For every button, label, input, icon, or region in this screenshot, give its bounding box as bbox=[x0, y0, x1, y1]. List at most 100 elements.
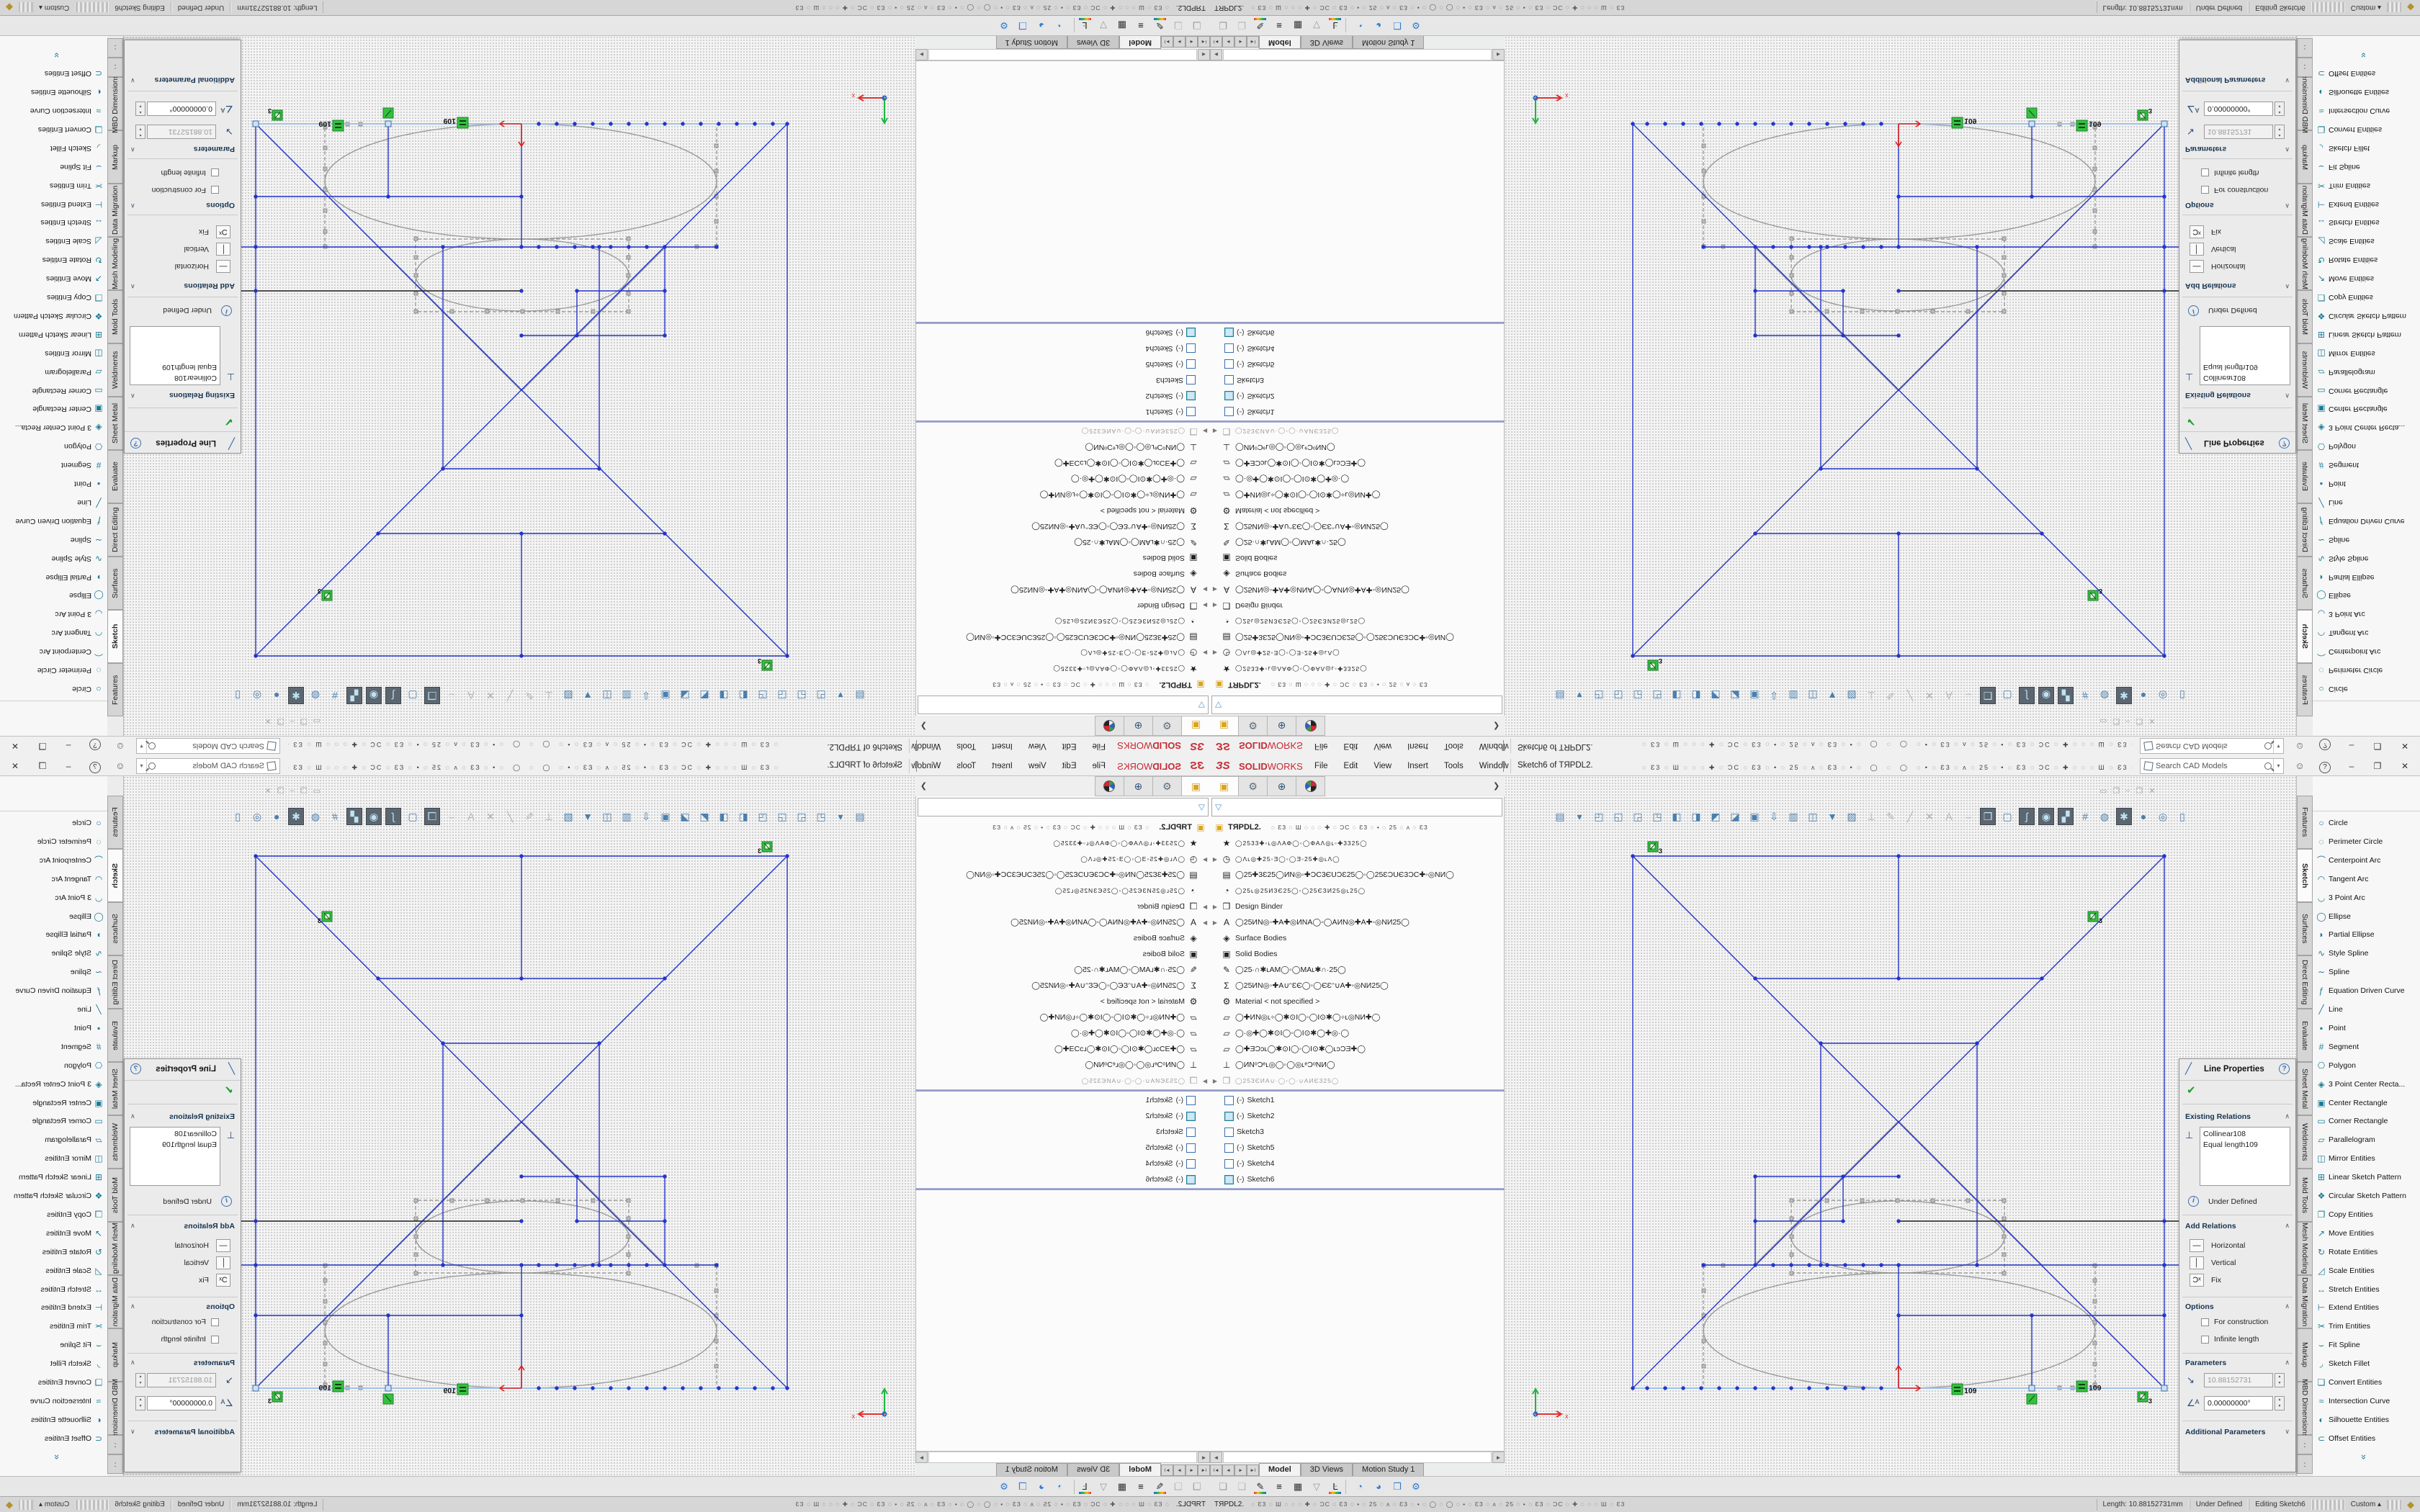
sketch-tool-scale-entities[interactable]: ◿ Scale Entities bbox=[2314, 1261, 2419, 1280]
tab-featuremanager[interactable]: ▣ bbox=[1181, 776, 1210, 796]
tab-propertymanager[interactable]: ⚙ bbox=[1152, 776, 1181, 796]
graphics-area[interactable]: ▭ ❐ – ❐ ✕ ▤ ▾ ◰ ◱ ◲ ◳ ◧ ◨ ◩ ◪ ▣ ⇩ ▥ ◫ ▼ ▨ ⊥ ✎ ╱ ✕ A ⌣ ❒ ▢ ∫ ◉ ▞ # ◍ ✱… bbox=[1505, 776, 2296, 1485]
bottom-toolbar-icon[interactable]: ⚙ bbox=[1000, 1481, 1008, 1492]
tree-item[interactable]: ▶ ❒ Design Binder bbox=[915, 598, 1210, 613]
bottom-toolbar-icon[interactable]: ▦ bbox=[1117, 1481, 1127, 1492]
sketch-tool-segment[interactable]: # Segment bbox=[2314, 1038, 2419, 1056]
close-button[interactable]: ✕ bbox=[2401, 741, 2409, 751]
tag-icon[interactable]: ◆ bbox=[2407, 1498, 2414, 1510]
equal-relation-tag[interactable]: 109 bbox=[443, 117, 469, 129]
view-toolbar-icon[interactable]: ◨ bbox=[1691, 810, 1701, 822]
scroll-track[interactable] bbox=[1223, 49, 1492, 60]
child-close-icon[interactable]: ✕ bbox=[2148, 787, 2156, 796]
command-tab--[interactable]: : bbox=[107, 38, 123, 58]
command-tab-markup[interactable]: Markup bbox=[2297, 1328, 2313, 1382]
sketch-tool-spline[interactable]: ∼ Spline bbox=[1, 963, 106, 981]
selected-endpoint-handles[interactable] bbox=[2028, 120, 2168, 127]
sketch-tool-copy-entities[interactable]: ❐ Copy Entities bbox=[2314, 288, 2419, 307]
command-tab-evaluate[interactable]: Evaluate bbox=[107, 1009, 123, 1062]
existing-relations-header[interactable]: Existing Relations bbox=[2185, 1112, 2251, 1121]
equal-relation-tag[interactable]: 109 bbox=[1951, 117, 1977, 129]
relation-badge-plain[interactable] bbox=[2026, 1393, 2038, 1405]
sketch-tool-offset-entities[interactable]: ⊂ Offset Entities bbox=[2314, 1429, 2419, 1448]
tree-item-sketch[interactable]: (-) Sketch5 bbox=[915, 1140, 1210, 1156]
view-toolbar-icon[interactable]: ◳ bbox=[1652, 810, 1662, 822]
command-tab-mesh-modeling[interactable]: Mesh Modeling bbox=[2297, 237, 2313, 290]
relation-item[interactable]: Equal length109 bbox=[162, 363, 217, 372]
command-tab-features[interactable]: Features bbox=[107, 663, 123, 716]
sketch-tool-partial-ellipse[interactable]: ◗ Partial Ellipse bbox=[1, 568, 106, 587]
angle-spinner[interactable]: ▲ ▼ bbox=[2275, 102, 2285, 116]
horizontal-relation-button[interactable]: — bbox=[2190, 260, 2204, 273]
command-tab-evaluate[interactable]: Evaluate bbox=[107, 450, 123, 503]
relation-item[interactable]: Collinear108 bbox=[2203, 1130, 2246, 1138]
command-tab-data-migration[interactable]: Data Migration bbox=[107, 184, 123, 237]
command-tab-weldments[interactable]: Weldments bbox=[107, 1115, 123, 1169]
help-icon[interactable]: ? bbox=[2316, 756, 2334, 776]
tree-item[interactable]: ▱ ◯✚ƎƆɔʟ◯✱⊙I◯◦◯I⊙✱◯ʟɔƆƎ✚◯ bbox=[1210, 1041, 1505, 1057]
vertical-relation-button[interactable]: │ bbox=[2190, 243, 2204, 256]
menu-view[interactable]: View bbox=[1028, 742, 1047, 750]
relations-list[interactable]: Collinear108 Equal length109 bbox=[2200, 326, 2290, 385]
relation-badge[interactable]: 3 bbox=[2087, 588, 2102, 601]
bottom-toolbar-icon[interactable]: ✎ bbox=[1252, 17, 1269, 33]
tree-item[interactable]: Σ ◯25ИN◎◦✚Α∪ᵔƐЄ◯◦◯ЄƐᵔ∪Α✚◦◎NИ25◯ bbox=[1210, 978, 1505, 994]
unit-system-dropdown[interactable]: Custom ▴ bbox=[39, 4, 70, 12]
bottom-toolbar-icon[interactable]: ⚙ bbox=[1412, 1481, 1420, 1492]
sketch-tool-corner-rectangle[interactable]: ▭ Corner Rectangle bbox=[1, 1112, 106, 1130]
menu-view[interactable]: View bbox=[1028, 762, 1047, 770]
bottom-toolbar-icon[interactable]: ❏ bbox=[1237, 1481, 1246, 1492]
sketch-tool-move-entities[interactable]: ↗ Move Entities bbox=[2314, 269, 2419, 288]
tree-item[interactable]: ▶ A ◯25ИN◎◦✚A✚◎ИNΑ◯◦◯ΑИN◎✚A✚◦◎NИ25◯ bbox=[915, 582, 1210, 598]
bottom-toolbar-icon[interactable]: Ŀ bbox=[1076, 17, 1093, 33]
pane-expand-icon[interactable]: ❯ bbox=[1493, 721, 1500, 730]
command-tab-markup[interactable]: Markup bbox=[2297, 130, 2313, 184]
bottom-toolbar-icon[interactable]: Ŀ bbox=[1076, 1479, 1093, 1495]
length-field[interactable]: 10.88152731 bbox=[147, 125, 216, 139]
selected-endpoint-handles[interactable] bbox=[252, 120, 392, 127]
tree-item[interactable]: ▶ ❒ Design Binder bbox=[915, 899, 1210, 914]
view-toolbar-icon[interactable]: ◧ bbox=[1672, 810, 1682, 822]
nav-next-icon[interactable]: ► bbox=[1234, 36, 1247, 48]
tree-item-sketch[interactable]: (-) Sketch2 bbox=[1210, 388, 1505, 404]
sketch-points[interactable] bbox=[1631, 122, 2166, 658]
tree-item[interactable]: ▶ ❒ ◯253ЄИΑ∪·◯◦◯·∪ΑИЄ325◯ bbox=[915, 423, 1210, 439]
command-tab-sketch[interactable]: Sketch bbox=[2297, 610, 2313, 663]
close-button[interactable]: ✕ bbox=[2401, 761, 2409, 771]
sketch-tool-linear-sketch-pattern[interactable]: ⊞ Linear Sketch Pattern bbox=[2314, 1168, 2419, 1187]
for-construction-checkbox[interactable] bbox=[211, 186, 219, 194]
help-icon[interactable]: ? bbox=[86, 736, 104, 756]
sketch-tool-circular-sketch-pattern[interactable]: ❖ Circular Sketch Pattern bbox=[2314, 307, 2419, 325]
bottom-toolbar-icon[interactable]: ❏ bbox=[1237, 20, 1246, 31]
search-box[interactable]: Search CAD Models ▾ bbox=[136, 758, 280, 774]
tree-item-sketch[interactable]: (-) Sketch5 bbox=[1210, 1140, 1505, 1156]
scroll-right-icon[interactable]: ► bbox=[915, 49, 928, 60]
ok-check-icon[interactable]: ✔ bbox=[224, 415, 233, 428]
sketch-tool-move-entities[interactable]: ↗ Move Entities bbox=[1, 1224, 106, 1243]
sketch-tool-scale-entities[interactable]: ◿ Scale Entities bbox=[1, 1261, 106, 1280]
search-box[interactable]: Search CAD Models ▾ bbox=[136, 738, 280, 754]
sketch-points[interactable] bbox=[254, 854, 789, 1390]
command-tab-sketch[interactable]: Sketch bbox=[107, 610, 123, 663]
bottom-toolbar-icon[interactable]: ▽ bbox=[1100, 1481, 1107, 1492]
child-restore-icon[interactable]: ❐ bbox=[2136, 787, 2143, 796]
parameters-header[interactable]: Parameters bbox=[193, 1359, 235, 1367]
equal-relation-tag[interactable]: 109 bbox=[1951, 1383, 1977, 1395]
view-toolbar-icon[interactable]: ● bbox=[2140, 811, 2147, 822]
bottom-toolbar-icon[interactable]: ▦ bbox=[1293, 1481, 1303, 1492]
tree-item[interactable]: ▶ A ◯25ИN◎◦✚A✚◎ИNΑ◯◦◯ΑИN◎✚A✚◦◎NИ25◯ bbox=[1210, 582, 1505, 598]
nav-last-icon[interactable]: ►I bbox=[1161, 36, 1173, 48]
nav-next-icon[interactable]: ► bbox=[1173, 1464, 1186, 1476]
bottom-toolbar-icon[interactable]: ◕ bbox=[1039, 1481, 1044, 1492]
unit-system-dropdown[interactable]: Custom ▴ bbox=[39, 1500, 70, 1508]
menu-tools[interactable]: Tools bbox=[1443, 742, 1464, 750]
toolbar-more-icon[interactable]: « bbox=[2357, 1454, 2369, 1460]
view-toolbar-icon[interactable]: ⊥ bbox=[1866, 810, 1876, 822]
tab-configurationmanager[interactable]: ⊕ bbox=[1268, 716, 1296, 736]
selected-endpoint-handles[interactable] bbox=[252, 1385, 392, 1392]
tree-item[interactable]: ◈ Surface Bodies bbox=[915, 930, 1210, 946]
sketch-tool-intersection-curve[interactable]: ≈ Intersection Curve bbox=[1, 102, 106, 120]
sketch-tool-3-point-center-recta-[interactable]: ◈ 3 Point Center Recta... bbox=[2314, 418, 2419, 437]
tree-item[interactable]: ▤ ◯25✚3Ɛ25◯ИN◎◦✚ƆC3ЄUƆƐ25◯◦◯25ƐƆUЄ3ƆC✚◦◎N… bbox=[915, 629, 1210, 645]
sketch-tool-convert-entities[interactable]: ❏ Convert Entities bbox=[1, 120, 106, 139]
